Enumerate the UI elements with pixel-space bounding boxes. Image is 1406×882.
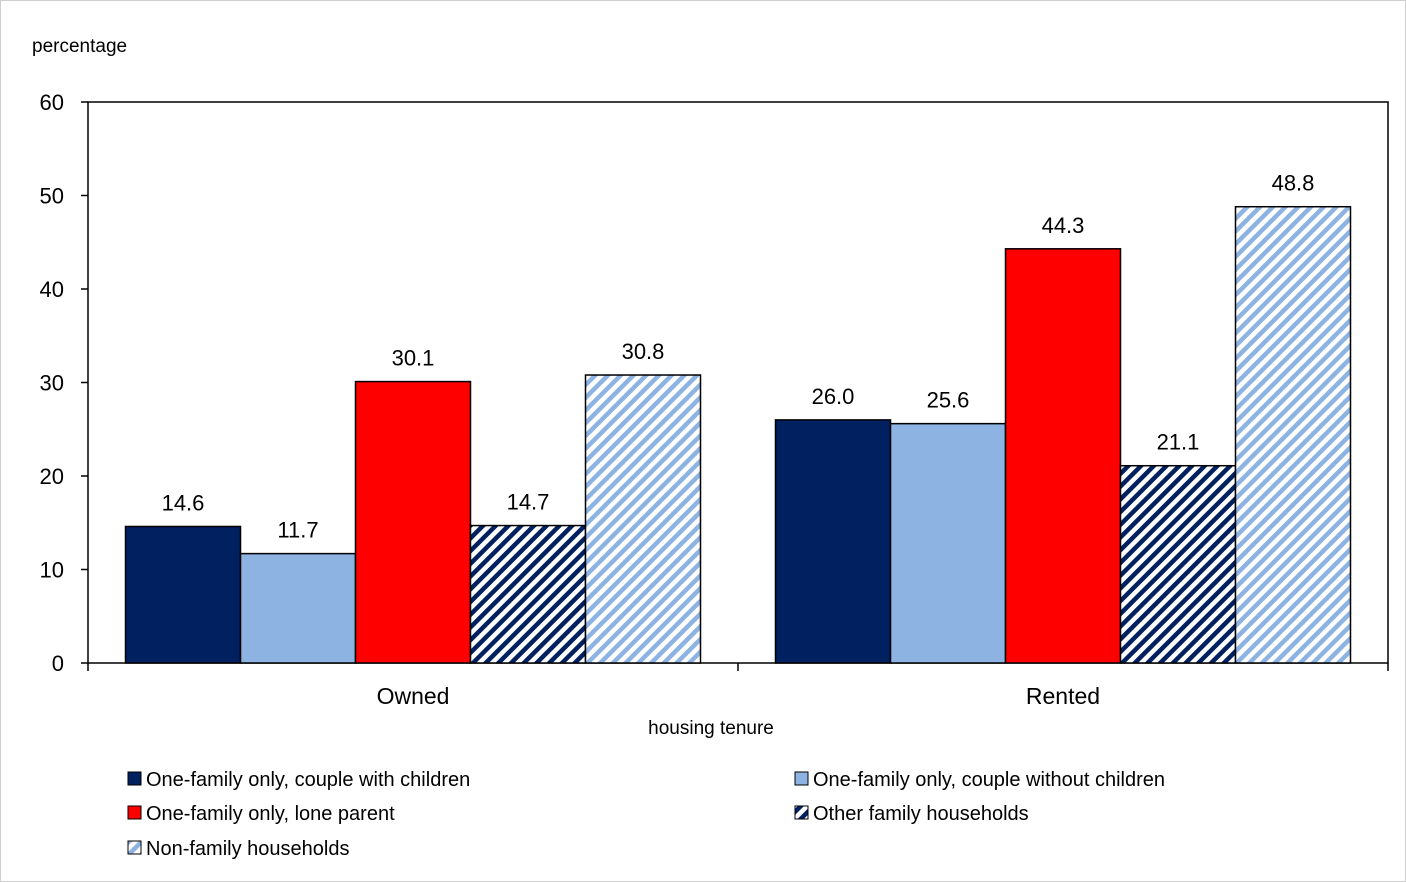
legend-label: One-family only, couple without children [813, 769, 1165, 791]
bar [584, 374, 702, 664]
bar [774, 419, 892, 664]
data-label: 11.7 [277, 518, 318, 543]
x-axis-title: housing tenure [648, 718, 774, 739]
bar [889, 422, 1007, 664]
y-tick-label: 60 [40, 90, 64, 115]
bar [1119, 464, 1237, 664]
data-label: 26.0 [812, 384, 855, 409]
data-label: 14.6 [162, 490, 205, 515]
legend-swatch [127, 840, 142, 855]
x-axis: Owned Rented [87, 663, 1389, 709]
x-tick-label: Rented [1026, 683, 1100, 709]
legend-label: One-family only, couple with children [146, 769, 470, 791]
legend-swatch [127, 805, 142, 820]
y-axis: 0 10 20 30 40 50 60 [40, 90, 88, 676]
data-label: 30.8 [622, 339, 665, 364]
value-labels: 14.6 11.7 30.1 14.7 30.8 26.0 25.6 44.3 21.1 48.8 [162, 171, 1315, 543]
data-label: 14.7 [507, 490, 550, 515]
y-tick-label: 0 [52, 651, 64, 676]
legend-label: One-family only, lone parent [146, 803, 395, 825]
bar [124, 525, 242, 664]
data-label: 48.8 [1272, 171, 1315, 196]
data-label: 30.1 [392, 346, 435, 371]
data-label: 25.6 [927, 388, 970, 413]
data-label: 44.3 [1042, 213, 1085, 238]
legend-swatch [794, 771, 809, 786]
bar [1234, 205, 1352, 664]
legend-swatch [794, 805, 809, 820]
bar [469, 524, 587, 664]
bar [354, 380, 472, 664]
bar [239, 552, 357, 664]
y-tick-label: 20 [40, 464, 64, 489]
y-tick-label: 30 [40, 371, 64, 396]
legend: One-family only, couple with children One… [127, 769, 1165, 860]
legend-label: Non-family households [146, 838, 349, 860]
bar [1004, 248, 1122, 664]
y-tick-label: 40 [40, 277, 64, 302]
legend-label: Other family households [813, 803, 1029, 825]
x-tick-label: Owned [377, 683, 450, 709]
legend-swatch [127, 771, 142, 786]
y-axis-title: percentage [32, 36, 127, 57]
y-tick-label: 10 [40, 558, 64, 583]
bars [124, 205, 1352, 664]
y-tick-label: 50 [40, 184, 64, 209]
data-label: 21.1 [1157, 430, 1200, 455]
